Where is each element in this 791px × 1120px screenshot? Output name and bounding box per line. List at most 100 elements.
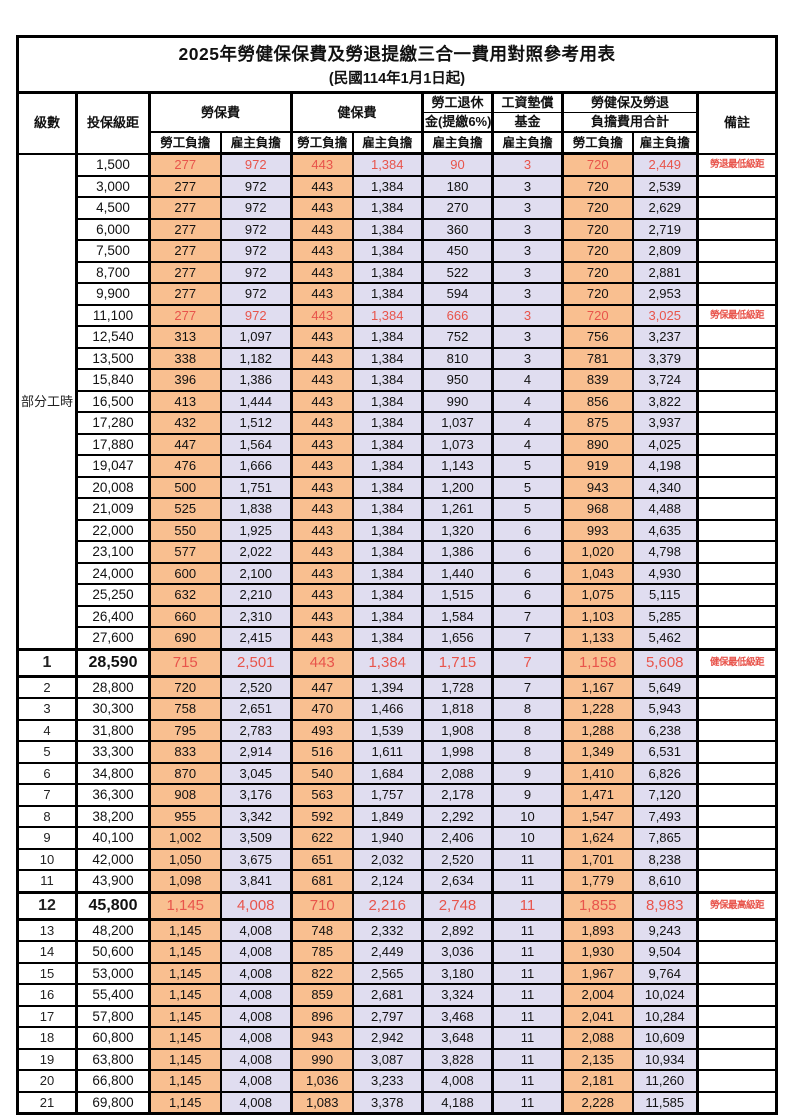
- value-cell: 990: [290, 1047, 354, 1071]
- value-cell: 1,228: [561, 697, 634, 721]
- value-cell: 781: [561, 346, 634, 370]
- value-cell: 1,855: [561, 890, 634, 921]
- value-cell: 1,384: [351, 325, 424, 349]
- value-cell: 9,764: [631, 961, 699, 985]
- level-cell: 13: [16, 918, 78, 942]
- table-row: 9,900 277 972 443 1,384 594 3 720 2,953: [18, 282, 778, 306]
- value-cell: 1,384: [351, 389, 424, 413]
- bracket-cell: 42,000: [75, 847, 151, 871]
- subheader-labor-employer: 雇主負擔: [219, 131, 293, 155]
- value-cell: 3,342: [219, 804, 293, 828]
- value-cell: 525: [148, 497, 222, 521]
- value-cell: 3: [491, 152, 564, 177]
- value-cell: 1,515: [421, 583, 494, 607]
- header-group-row-1: 級數 投保級距 勞保費 健保費 勞工退休 工資墊償 勞健保及勞退 備註: [16, 91, 778, 155]
- value-cell: 516: [290, 740, 354, 764]
- table-row: 8 38,200 955 3,342 592 1,849 2,292 10 1,547 7,493: [16, 804, 778, 828]
- value-cell: 577: [148, 540, 222, 564]
- value-cell: 2,520: [421, 847, 494, 871]
- value-cell: 972: [219, 260, 293, 284]
- value-cell: 870: [148, 761, 222, 785]
- table-body: 部分工時 1,500 277 972 443 1,384 90 3 720 2,449 勞退最低級距…: [16, 152, 778, 1115]
- value-cell: 7,865: [631, 826, 699, 850]
- bracket-cell: 15,840: [75, 368, 151, 392]
- value-cell: 2,629: [631, 196, 699, 220]
- value-cell: 856: [561, 389, 634, 413]
- remark-cell: [695, 196, 778, 220]
- value-cell: 1,849: [351, 804, 424, 828]
- value-cell: 720: [561, 260, 634, 284]
- value-cell: 908: [148, 783, 222, 807]
- value-cell: 720: [561, 303, 634, 327]
- remark-cell: [695, 475, 778, 499]
- value-cell: 1,998: [421, 740, 494, 764]
- remark-cell: [695, 783, 778, 807]
- value-cell: 1,384: [351, 604, 424, 628]
- table-row: 14 50,600 1,145 4,008 785 2,449 3,036 11 1,930 9,…: [16, 940, 778, 964]
- value-cell: 1,097: [219, 325, 293, 349]
- remark-cell: [695, 454, 778, 478]
- value-cell: 2,539: [631, 174, 699, 198]
- value-cell: 277: [148, 239, 222, 263]
- value-cell: 1,564: [219, 432, 293, 456]
- value-cell: 1,384: [351, 411, 424, 435]
- value-cell: 4: [491, 432, 564, 456]
- value-cell: 972: [219, 217, 293, 241]
- table-row: 2 28,800 720 2,520 447 1,394 1,728 7 1,167 5,649: [16, 675, 778, 699]
- value-cell: 550: [148, 518, 222, 542]
- value-cell: 10,609: [631, 1026, 699, 1050]
- value-cell: 1,611: [351, 740, 424, 764]
- value-cell: 1,624: [561, 826, 634, 850]
- table-row: 25,250 632 2,210 443 1,384 1,515 6 1,075 5,115: [18, 583, 778, 607]
- value-cell: 4,198: [631, 454, 699, 478]
- value-cell: 2,292: [421, 804, 494, 828]
- table-row: 19 63,800 1,145 4,008 990 3,087 3,828 11 2,135 10…: [16, 1047, 778, 1071]
- value-cell: 1,440: [421, 561, 494, 585]
- value-cell: 3,378: [351, 1090, 424, 1115]
- bracket-cell: 57,800: [75, 1004, 151, 1028]
- value-cell: 1,158: [561, 647, 634, 678]
- value-cell: 875: [561, 411, 634, 435]
- level-cell: 5: [16, 740, 78, 764]
- value-cell: 447: [148, 432, 222, 456]
- value-cell: 919: [561, 454, 634, 478]
- level-cell: 11: [16, 869, 78, 893]
- value-cell: 2,501: [219, 647, 293, 678]
- value-cell: 447: [290, 675, 354, 699]
- bracket-cell: 13,500: [75, 346, 151, 370]
- table-row: 11,100 277 972 443 1,384 666 3 720 3,025 勞保最低級距: [18, 303, 778, 327]
- value-cell: 8: [491, 697, 564, 721]
- remark-cell: 勞保最高級距: [695, 890, 778, 921]
- value-cell: 993: [561, 518, 634, 542]
- remark-cell: [695, 604, 778, 628]
- value-cell: 443: [290, 282, 354, 306]
- col-header-level: 級數: [16, 91, 78, 155]
- value-cell: 1,384: [351, 497, 424, 521]
- level-cell: 6: [16, 761, 78, 785]
- remark-cell: [695, 583, 778, 607]
- level-cell: 21: [16, 1090, 78, 1115]
- value-cell: 443: [290, 540, 354, 564]
- bracket-cell: 17,280: [75, 411, 151, 435]
- value-cell: 8,983: [631, 890, 699, 921]
- value-cell: 1,384: [351, 475, 424, 499]
- bracket-cell: 38,200: [75, 804, 151, 828]
- col-header-remark: 備註: [695, 91, 778, 155]
- remark-cell: [695, 260, 778, 284]
- value-cell: 8,610: [631, 869, 699, 893]
- value-cell: 413: [148, 389, 222, 413]
- bracket-cell: 17,880: [75, 432, 151, 456]
- value-cell: 7: [491, 604, 564, 628]
- value-cell: 4,025: [631, 432, 699, 456]
- value-cell: 3,324: [421, 983, 494, 1007]
- value-cell: 443: [290, 561, 354, 585]
- value-cell: 10: [491, 826, 564, 850]
- level-cell: 14: [16, 940, 78, 964]
- value-cell: 1,384: [351, 217, 424, 241]
- level-cell: 8: [16, 804, 78, 828]
- value-cell: 3,180: [421, 961, 494, 985]
- table-row: 10 42,000 1,050 3,675 651 2,032 2,520 11 1,701 8,…: [16, 847, 778, 871]
- value-cell: 2,135: [561, 1047, 634, 1071]
- level-cell: 19: [16, 1047, 78, 1071]
